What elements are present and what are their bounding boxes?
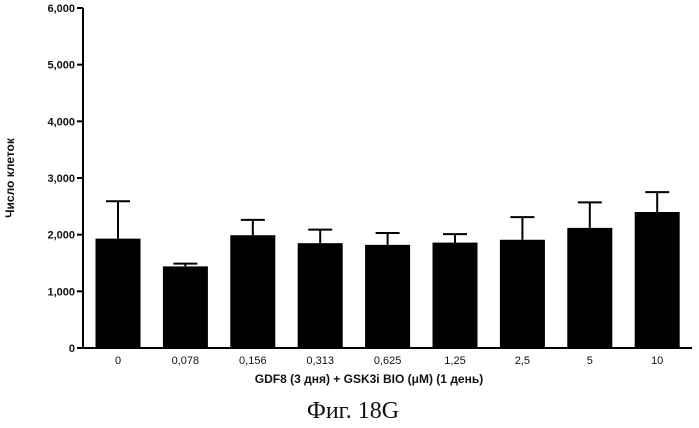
- bar: [567, 228, 612, 348]
- category-labels: 0 0,078 0,156 0,313 0,625 1,25 2,5 5 10: [115, 355, 663, 367]
- y-tick-label: 4,000: [47, 116, 75, 128]
- y-tick-label: 0: [69, 343, 75, 355]
- y-tick-label: 1,000: [47, 286, 75, 298]
- x-tick-label: 10: [651, 355, 663, 367]
- bar: [433, 243, 478, 348]
- bar: [96, 239, 141, 348]
- y-axis-title: Число клеток: [3, 137, 17, 218]
- bar: [365, 245, 410, 348]
- x-tick-label: 0,313: [306, 355, 334, 367]
- x-tick-label: 2,5: [515, 355, 530, 367]
- x-tick-label: 5: [587, 355, 593, 367]
- x-tick-label: 1,25: [444, 355, 465, 367]
- x-tick-label: 0,625: [374, 355, 402, 367]
- figure-caption: Фиг. 18G: [307, 398, 399, 424]
- y-tick-label: 6,000: [47, 3, 75, 15]
- y-tick-label: 3,000: [47, 173, 75, 185]
- bar: [163, 266, 208, 348]
- y-tick-label: 5,000: [47, 60, 75, 72]
- x-tick-label: 0,156: [239, 355, 267, 367]
- bar: [635, 212, 680, 348]
- bar: [298, 243, 343, 348]
- y-axis: 0 1,000 2,000 3,000 4,000 5,000 6,000: [47, 3, 83, 355]
- y-tick-label: 2,000: [47, 230, 75, 242]
- x-axis-title: GDF8 (3 дня) + GSK3i BIO (μM) (1 день): [255, 372, 483, 386]
- x-tick-label: 0,078: [172, 355, 200, 367]
- x-tick-label: 0: [115, 355, 121, 367]
- bar: [230, 235, 275, 348]
- bar: [500, 240, 545, 348]
